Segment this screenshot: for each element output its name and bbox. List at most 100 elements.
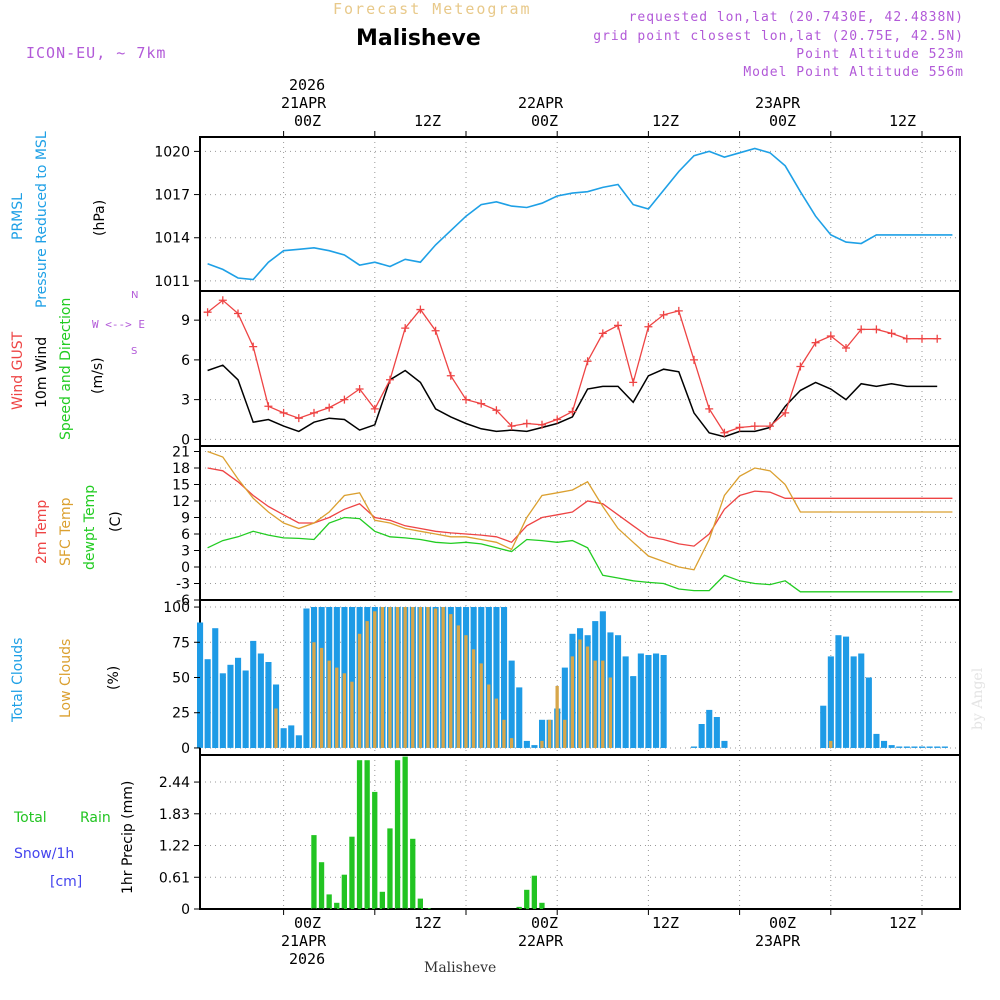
precip-bar [364, 760, 370, 909]
total-clouds-bar [850, 656, 857, 748]
y-tick-label: 3 [181, 393, 190, 409]
wind-gust-marker [902, 334, 911, 343]
rain-label-cm: [cm] [50, 874, 83, 890]
header-subtitle: Forecast Meteogram [333, 0, 532, 18]
precip-bar [372, 791, 378, 909]
grid-point-location: grid point closest lon,lat (20.75E, 42.5… [593, 29, 964, 44]
wind-gust-marker [401, 324, 410, 333]
precip-bar [318, 862, 325, 909]
low-clouds-bar [426, 607, 430, 748]
total-clouds-bar [349, 607, 356, 748]
bottom-year: 2026 [289, 950, 326, 968]
total-clouds-bar [615, 635, 622, 748]
wind-gust-marker [918, 334, 926, 343]
low-clouds-bar [456, 625, 460, 748]
wind-gust-marker [310, 408, 318, 417]
low-clouds-bar [327, 660, 331, 748]
wind-gust-marker [218, 296, 227, 305]
wind-gust-marker [234, 309, 242, 318]
low-clouds-bar [540, 740, 544, 748]
total-clouds-bar [827, 656, 834, 748]
wind-gust-marker [462, 395, 470, 404]
precip-bar [341, 874, 347, 909]
low-clouds-bar [502, 719, 506, 748]
wind-gust-marker [659, 310, 668, 319]
total-clouds-bar [235, 657, 242, 748]
wind-gust-marker [766, 422, 774, 431]
low-clouds-bar [312, 642, 316, 748]
top-date-3: 23APR [755, 94, 801, 112]
wind-gust-marker [842, 343, 850, 352]
bottom-hour-5: 00Z [769, 914, 797, 932]
total-clouds-bar [858, 653, 865, 748]
low-clouds-bar [388, 607, 392, 748]
total-clouds-bar [721, 740, 728, 748]
low-clouds-bar [555, 686, 559, 748]
total-clouds-bar [539, 719, 546, 748]
y-tick-label: 75 [172, 635, 190, 651]
wind-gust-marker [446, 371, 455, 380]
top-hour-5: 00Z [769, 112, 797, 130]
total-clouds-bar [204, 659, 211, 748]
wind-gust-marker [644, 322, 653, 331]
low-clouds-bar [342, 673, 346, 748]
total-clouds-bar [493, 607, 500, 748]
low-clouds-bar [373, 611, 377, 748]
total-clouds-bar [698, 724, 705, 748]
y-tick-label: 9 [181, 313, 190, 329]
total-clouds-bar [691, 746, 698, 748]
total-clouds-bar [941, 746, 948, 748]
wind-gust-marker [887, 329, 896, 338]
wind-gust-marker [370, 404, 379, 413]
wind-gust-marker [933, 334, 942, 343]
total-clouds-bar [516, 687, 523, 748]
y-tick-label: 1011 [154, 274, 190, 290]
y-tick-label: 6 [181, 527, 190, 543]
model-altitude: Model Point Altitude 556m [743, 65, 964, 80]
total-clouds-bar [257, 653, 264, 748]
total-clouds-bar [835, 635, 842, 748]
total-clouds-bar [250, 640, 257, 748]
bottom-hour-4: 12Z [652, 914, 680, 932]
total-clouds-bar [934, 746, 941, 748]
y-tick-label: 1.83 [159, 807, 190, 823]
total-clouds-bar [820, 705, 827, 748]
compass-south: S [131, 346, 138, 357]
temp-dewpt-line [207, 516, 953, 593]
low-clouds-bar [335, 667, 339, 748]
top-hour-2: 12Z [414, 112, 442, 130]
wind-gust-marker [249, 342, 258, 351]
precip-bar [356, 760, 363, 909]
y-tick-label: 1020 [154, 144, 190, 160]
total-clouds-bar [911, 746, 918, 748]
chart-marks [197, 147, 960, 910]
total-clouds-bar [919, 746, 926, 748]
total-clouds-bar [706, 709, 713, 748]
y-tick-label: 9 [181, 511, 190, 527]
total-clouds-bar [873, 733, 880, 748]
total-clouds-bar [303, 608, 310, 748]
total-clouds-bar [212, 628, 219, 748]
total-clouds-bar [501, 607, 508, 748]
y-tick-label: 0.61 [159, 870, 190, 886]
temp-2m-line [207, 467, 953, 547]
bottom-date-2: 22APR [518, 932, 564, 950]
total-clouds-bar [865, 677, 872, 748]
footer-location: Malisheve [424, 960, 497, 976]
y-tick-label: 1.22 [159, 839, 190, 855]
total-clouds-bar [713, 717, 720, 748]
wind-gust-marker [598, 329, 607, 338]
total-clouds-bar [653, 653, 660, 748]
y-tick-label: 3 [181, 544, 190, 560]
precip-bar [326, 894, 332, 909]
model-label: ICON-EU, ~ 7km [26, 44, 167, 62]
y-tick-label: 1014 [154, 231, 190, 247]
low-clouds-bar [274, 708, 278, 748]
low-clouds-bar [563, 719, 567, 748]
wind-gust-marker [872, 325, 881, 334]
top-hour-3: 00Z [531, 112, 559, 130]
total-clouds-bar [227, 664, 234, 748]
low-clouds-bar [570, 656, 574, 748]
low-clouds-bar [829, 740, 833, 748]
